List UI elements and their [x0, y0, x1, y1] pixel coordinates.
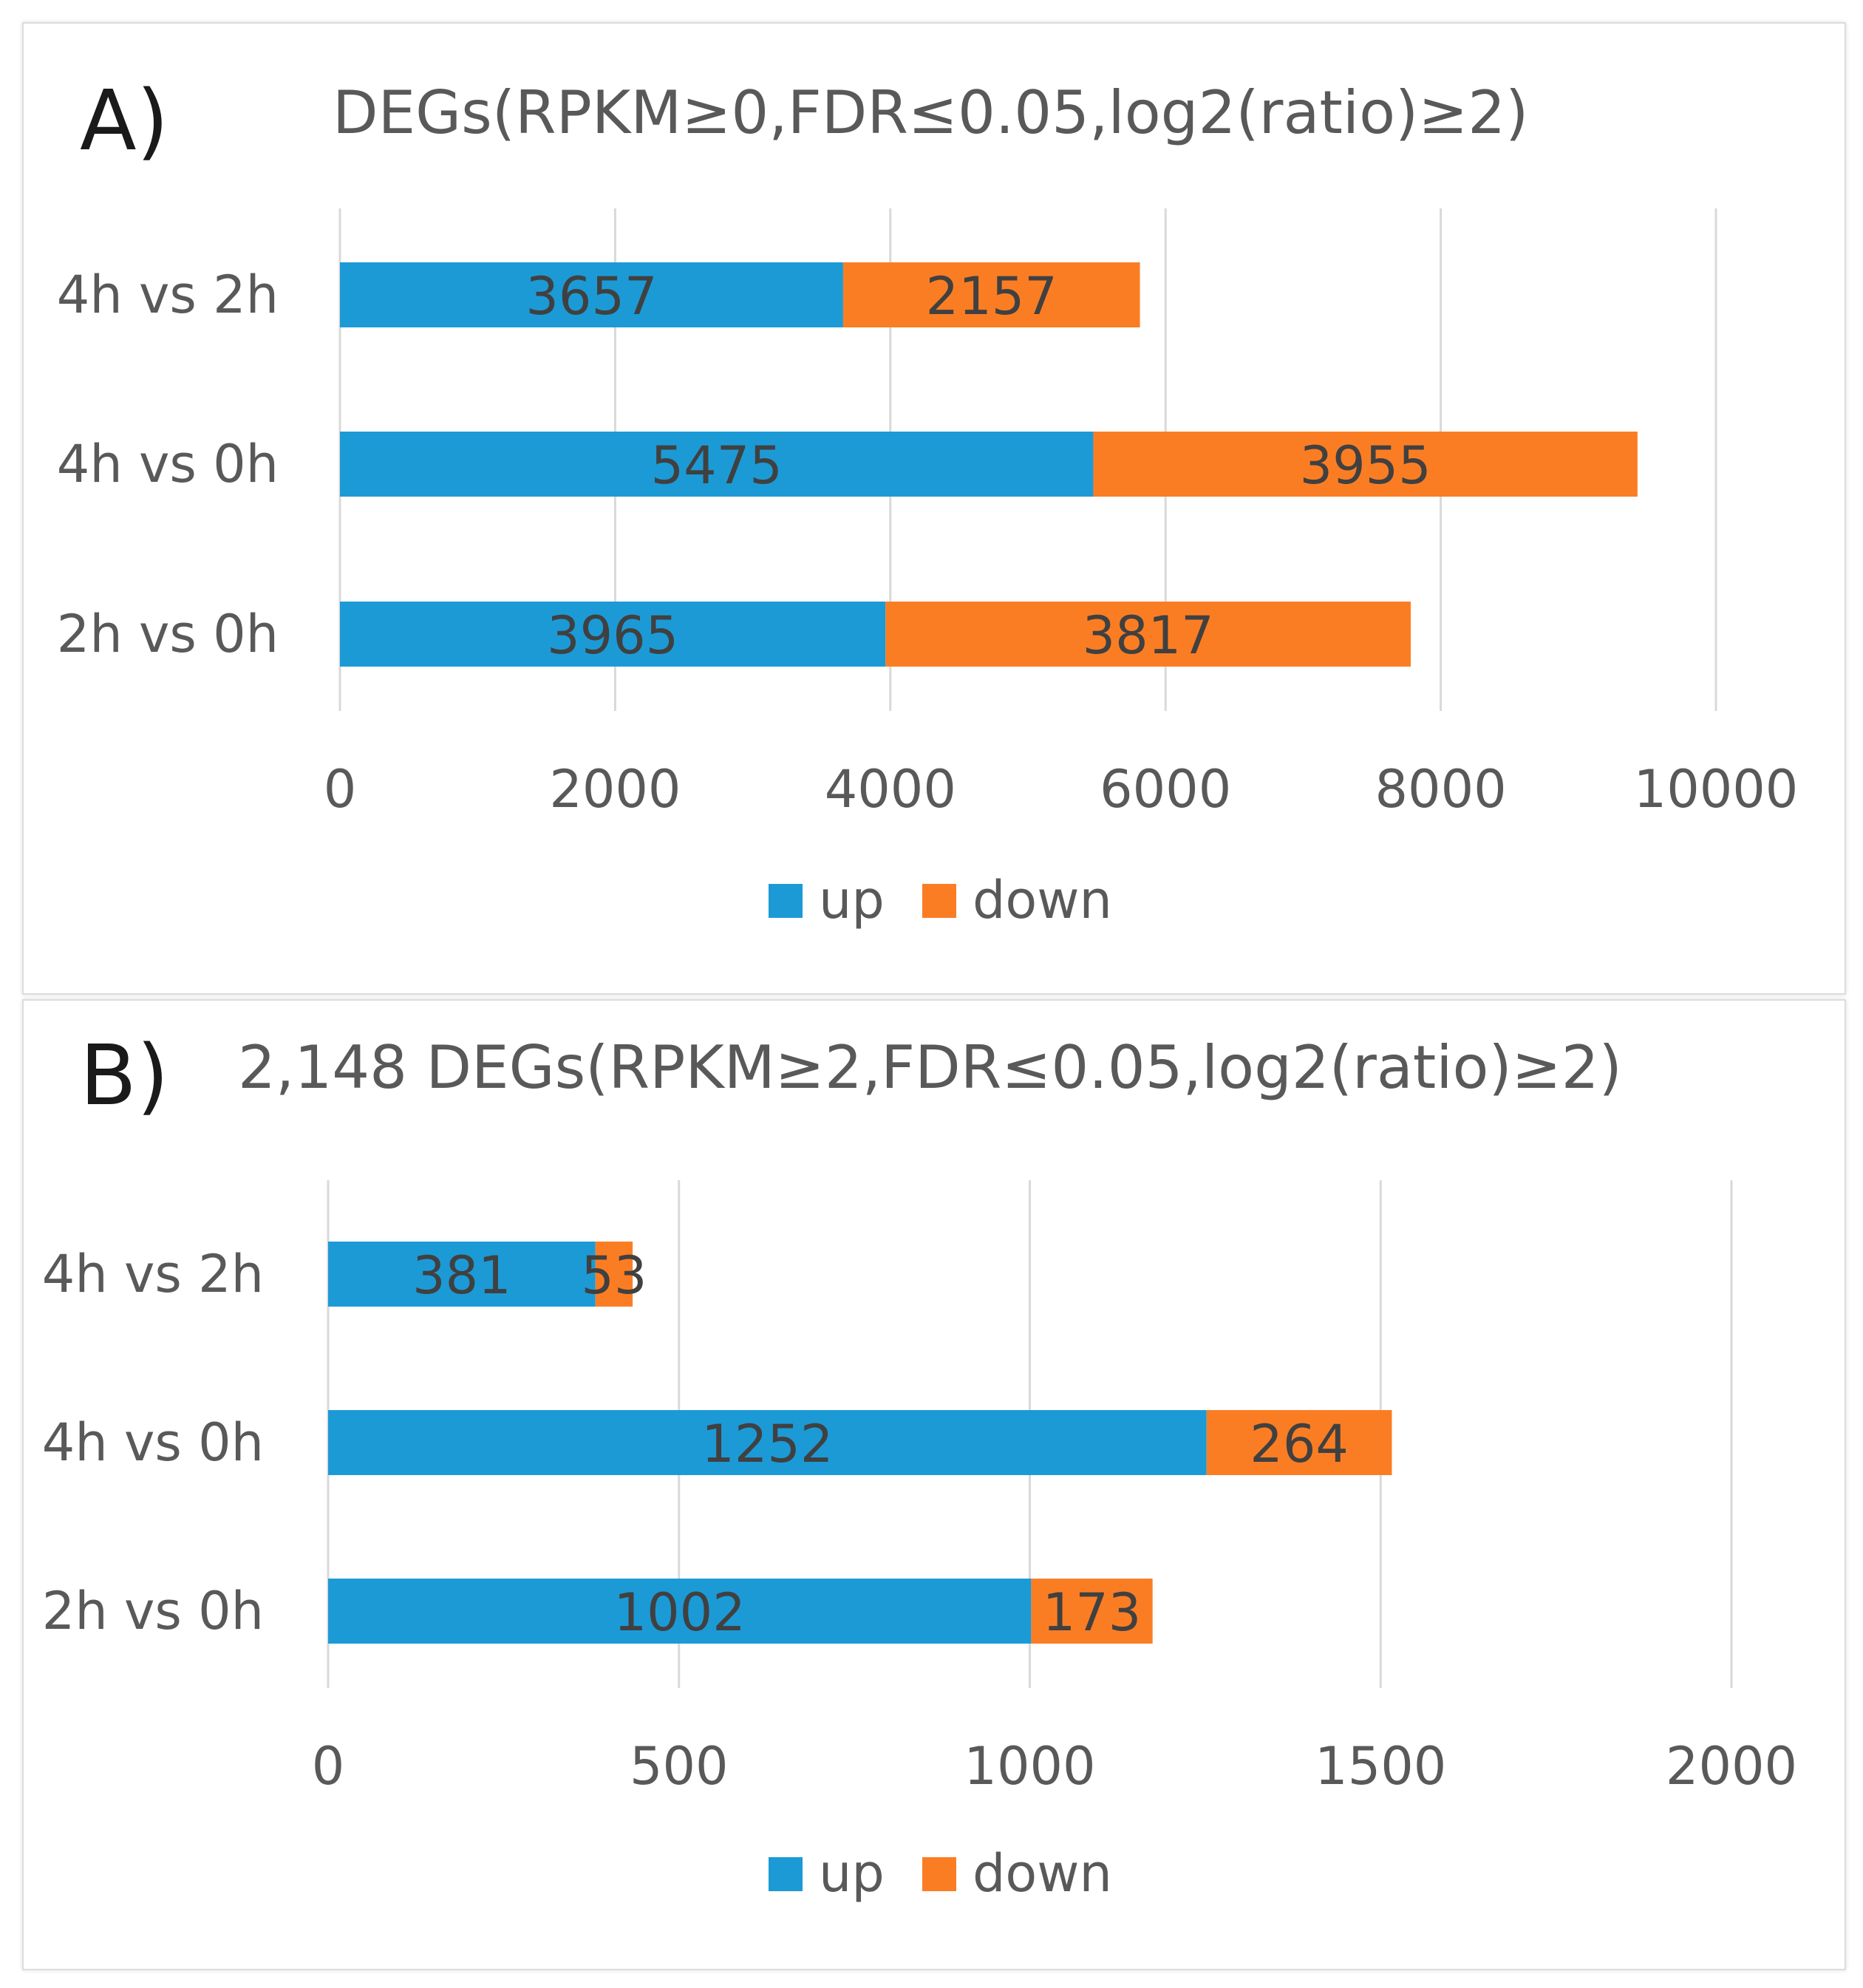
bar-down: [1031, 1579, 1153, 1644]
bar-down: [595, 1242, 633, 1307]
bar-value-label: 264: [1250, 1414, 1349, 1474]
legend-label-up: up: [819, 1843, 885, 1904]
x-tick-label: 0: [312, 1736, 345, 1797]
bar-value-label: 3955: [1300, 435, 1431, 496]
bar-down: [1093, 432, 1638, 497]
bar-value-label: 3965: [547, 605, 678, 666]
chart-b-svg: B) 2,148 DEGs(RPKM≥2,FDR≤0.05,log2(ratio…: [42, 1028, 1797, 1904]
bar-up: [340, 602, 886, 667]
bar-value-label: 1252: [701, 1414, 833, 1474]
legend-label-down: down: [973, 1843, 1112, 1904]
x-tick-label: 2000: [1666, 1736, 1797, 1797]
bar-up: [328, 1410, 1207, 1475]
legend-label-up: up: [819, 870, 885, 930]
x-tick-label: 6000: [1100, 759, 1231, 820]
legend-swatch-up: [769, 1857, 803, 1891]
bar-value-label: 173: [1043, 1582, 1142, 1643]
bar-value-label: 3817: [1083, 605, 1214, 666]
x-tick-label: 4000: [825, 759, 956, 820]
chart-panel-a: A) DEGs(RPKM≥0,FDR≤0.05,log2(ratio)≥2) 0…: [22, 22, 1846, 995]
x-tick-label: 10000: [1634, 759, 1799, 820]
chart-a-svg: A) DEGs(RPKM≥0,FDR≤0.05,log2(ratio)≥2) 0…: [57, 73, 1799, 930]
chart-b-title: 2,148 DEGs(RPKM≥2,FDR≤0.05,log2(ratio)≥2…: [238, 1033, 1622, 1102]
panel-label-b: B): [80, 1028, 169, 1124]
bar-up: [328, 1579, 1032, 1644]
bar-value-label: 381: [412, 1245, 511, 1306]
x-tick-label: 1000: [964, 1736, 1095, 1797]
x-tick-label: 0: [324, 759, 357, 820]
bar-up: [328, 1242, 596, 1307]
x-tick-label: 1500: [1315, 1736, 1446, 1797]
panel-label-a: A): [80, 73, 168, 169]
bar-down: [842, 262, 1140, 327]
legend-swatch-up: [769, 884, 803, 918]
bar-down: [885, 602, 1411, 667]
category-label: 2h vs 0h: [42, 1581, 264, 1641]
legend-swatch-down: [922, 884, 956, 918]
chart-a-title: DEGs(RPKM≥0,FDR≤0.05,log2(ratio)≥2): [333, 78, 1528, 147]
bar-value-label: 5475: [651, 435, 783, 496]
bar-value-label: 3657: [525, 266, 657, 327]
x-tick-label: 8000: [1375, 759, 1507, 820]
chart-panel-b: B) 2,148 DEGs(RPKM≥2,FDR≤0.05,log2(ratio…: [22, 999, 1846, 1970]
x-tick-label: 2000: [549, 759, 681, 820]
bar-up: [340, 432, 1094, 497]
bar-value-label: 2157: [926, 266, 1057, 327]
category-label: 4h vs 2h: [57, 265, 279, 325]
category-label: 4h vs 0h: [42, 1412, 264, 1473]
category-label: 4h vs 0h: [57, 434, 279, 494]
category-label: 2h vs 0h: [57, 604, 279, 664]
category-label: 4h vs 2h: [42, 1244, 264, 1304]
bar-value-label: 1002: [614, 1582, 746, 1643]
bar-value-label: 53: [581, 1245, 647, 1306]
bar-up: [340, 262, 843, 327]
x-tick-label: 500: [630, 1736, 729, 1797]
legend-swatch-down: [922, 1857, 956, 1891]
bar-down: [1206, 1410, 1392, 1475]
legend-label-down: down: [973, 870, 1112, 930]
